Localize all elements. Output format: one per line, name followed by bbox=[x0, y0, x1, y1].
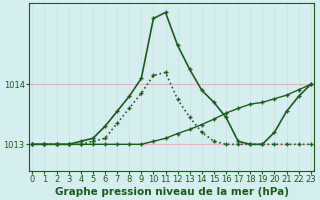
X-axis label: Graphe pression niveau de la mer (hPa): Graphe pression niveau de la mer (hPa) bbox=[55, 187, 289, 197]
